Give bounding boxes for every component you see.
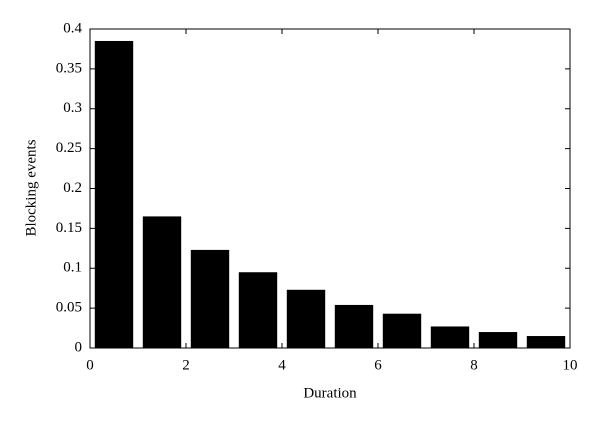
y-tick-label: 0.2 (63, 180, 82, 196)
bar (94, 40, 134, 349)
y-tick-label: 0.35 (56, 60, 82, 76)
x-tick-label: 2 (182, 357, 190, 373)
y-tick-label: 0.4 (63, 20, 82, 36)
bar (526, 336, 566, 348)
x-tick-label: 6 (374, 357, 382, 373)
bar (238, 272, 278, 348)
y-axis-label: Blocking events (23, 139, 39, 236)
x-tick-label: 8 (470, 357, 478, 373)
x-axis-label: Duration (303, 385, 357, 401)
bar (382, 313, 422, 348)
x-tick-label: 10 (563, 357, 578, 373)
y-tick-label: 0 (75, 339, 83, 355)
bar (142, 216, 182, 348)
x-tick-label: 4 (278, 357, 286, 373)
y-tick-label: 0.25 (56, 140, 82, 156)
y-tick-label: 0.05 (56, 300, 82, 316)
bar (334, 304, 374, 348)
bar (190, 249, 230, 348)
bar (286, 289, 326, 348)
y-tick-label: 0.3 (63, 100, 82, 116)
bar (478, 332, 518, 348)
y-tick-label: 0.1 (63, 260, 82, 276)
y-tick-label: 0.15 (56, 220, 82, 236)
x-tick-label: 0 (86, 357, 94, 373)
bar (430, 326, 470, 348)
